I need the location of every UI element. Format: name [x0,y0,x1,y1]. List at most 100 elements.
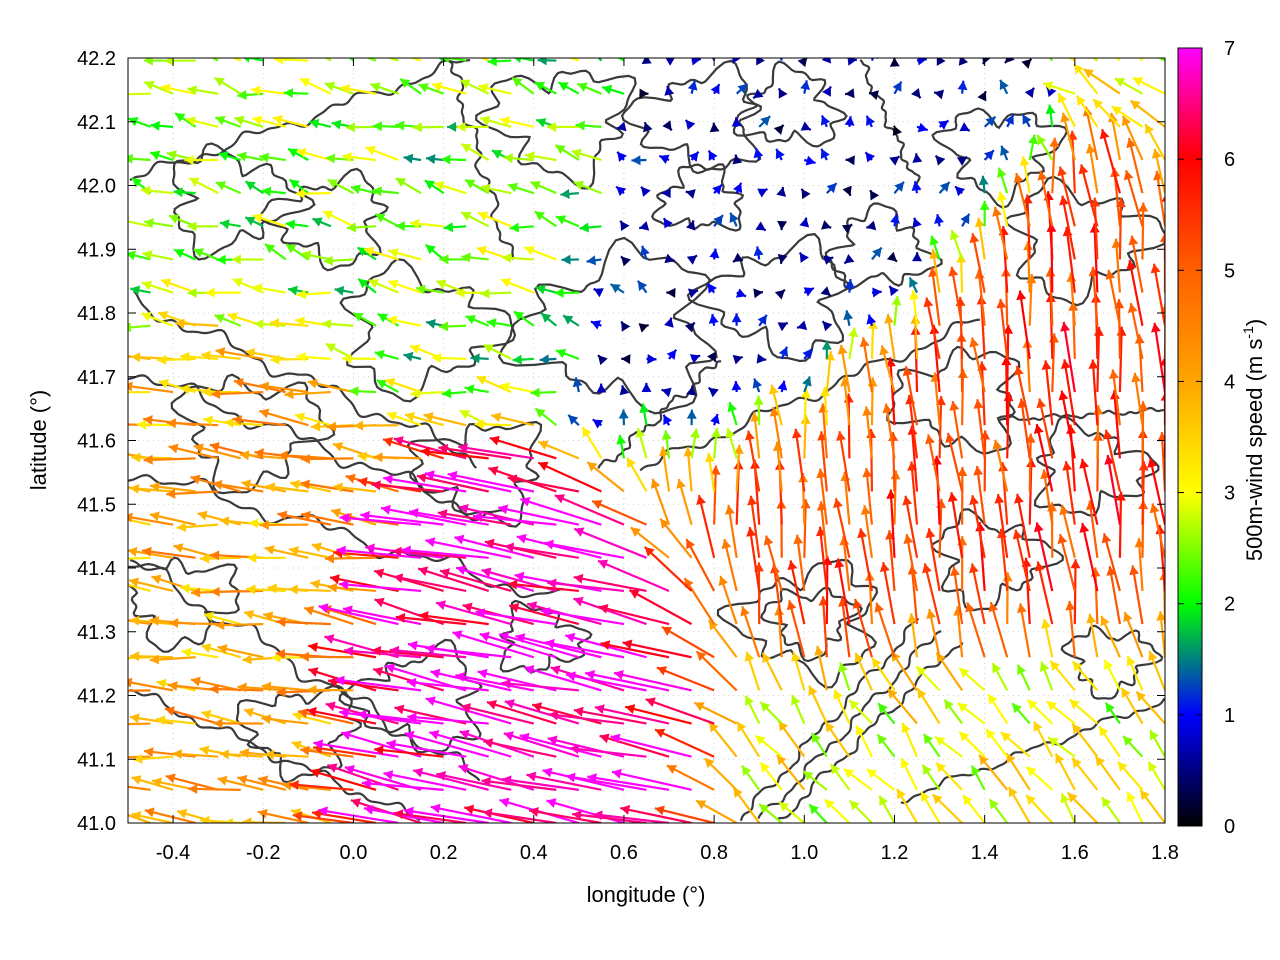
wind-vector [128,92,151,96]
wind-vector [983,149,995,161]
wind-vector [901,722,919,758]
colorbar: 0 1 2 3 4 5 6 7 500m-wind speed (m s-1) [1177,38,1267,838]
wind-vector [372,186,399,197]
wind-vector [392,546,467,559]
wind-vector [1025,765,1054,791]
wind-vector [1150,322,1165,393]
wind-vector [1126,655,1144,691]
wind-vector [424,179,445,195]
wind-vector [896,788,918,823]
wind-vector [530,387,557,398]
wind-vector [1041,618,1054,658]
wind-vector [327,582,377,593]
wind-vector [596,383,607,393]
wind-vector [934,735,963,758]
wind-vector [180,351,219,362]
wind-vector [247,552,286,563]
wind-vector [311,542,354,559]
wind-vector [620,255,631,267]
wind-vector [438,443,512,460]
wind-vector [1070,559,1081,625]
wind-vector [489,435,557,460]
wind-vector [1049,660,1076,692]
wind-vector [336,545,422,559]
wind-vector [287,147,309,161]
wind-vector [128,619,151,626]
wind-vector [252,213,287,228]
wind-vector [164,58,196,66]
wind-vector [735,288,747,298]
wind-vector [1148,650,1165,691]
wind-vector [318,603,399,626]
wind-vector [441,154,467,165]
wind-vector [481,776,557,791]
wind-vector [620,320,631,332]
wind-vector [129,483,174,494]
wind-vector [1147,457,1165,525]
wind-vector [267,583,309,594]
wind-vector [150,120,174,131]
wind-vector [435,600,512,626]
wind-vector [1002,572,1013,625]
wind-vector [1156,611,1165,658]
wind-vector [535,284,557,295]
wind-vector [840,471,851,525]
wind-vector [1021,58,1033,69]
wind-vector [388,279,422,294]
wind-vector [755,221,767,232]
wind-vector [756,58,765,66]
wind-vector [845,155,855,166]
wind-vector [907,613,919,658]
wind-vector [597,559,670,592]
wind-vector [408,508,489,526]
wind-vector [687,80,698,94]
wind-vector [685,189,696,199]
wind-vector [902,495,919,558]
x-tick-label: -0.4 [156,842,190,864]
wind-vector [929,235,941,260]
wind-vector [777,380,788,393]
wind-vector [773,124,785,135]
wind-vector [1025,794,1054,823]
wind-vector [808,685,828,725]
wind-vector [949,400,964,459]
wind-vector [300,510,354,526]
wind-vector [376,379,400,394]
wind-vector [929,249,941,293]
wind-vector [796,320,808,331]
wind-vector [638,221,650,231]
wind-vector [143,747,196,758]
wind-vector [878,795,896,823]
wind-vector [753,395,764,426]
wind-vector [349,386,377,397]
wind-vector [1022,194,1033,260]
wind-vector [907,565,919,625]
wind-vector [534,407,558,427]
wind-vector [933,89,945,100]
wind-vector [480,288,512,299]
wind-vector [821,340,832,359]
wind-vector [800,188,811,200]
wind-vector [1046,700,1076,725]
wind-vector [460,143,490,161]
wind-vector [149,150,174,162]
wind-vector [219,219,241,230]
wind-vector [155,715,196,726]
wind-vector [859,337,874,393]
wind-vector [1033,423,1054,492]
wind-vector [884,313,896,360]
contour-line [597,360,722,469]
wind-vector [768,384,783,426]
wind-vector [1026,273,1037,326]
wind-vector [938,119,950,130]
wind-vector [544,638,625,659]
wind-vector [128,424,129,426]
wind-vector [833,689,851,724]
wind-vector [352,312,377,327]
wind-vector [501,775,580,791]
wind-vector [593,287,604,298]
wind-vector [732,787,761,823]
wind-vector [172,749,219,760]
wind-vector [630,526,670,559]
wind-vector [988,798,1009,823]
